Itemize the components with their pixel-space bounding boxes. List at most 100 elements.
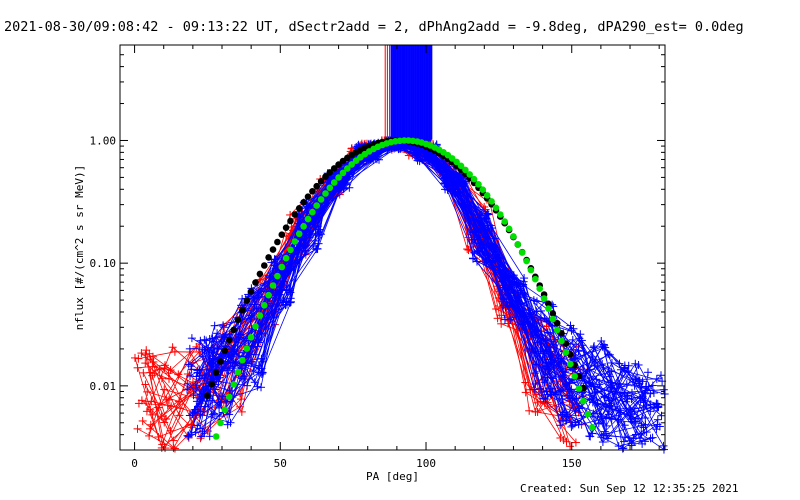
fit-point (309, 188, 316, 195)
axes-layer: 0 50 100 150 0.01 0.10 1.00 (90, 44, 665, 470)
series-line (150, 140, 579, 393)
fit-point (488, 198, 495, 205)
fit-point (545, 305, 552, 313)
fit-point (309, 208, 316, 216)
fit-point (269, 282, 277, 289)
fit-point (335, 174, 342, 181)
fit-point (256, 270, 264, 278)
fit-point (230, 381, 237, 388)
fit-point (523, 257, 530, 265)
fit-point (274, 272, 281, 280)
fit-point (479, 186, 487, 193)
fit-point (344, 165, 351, 172)
fit-point (588, 424, 596, 431)
fit-point (330, 165, 338, 172)
fit-point (300, 223, 307, 230)
fit-point (230, 326, 237, 334)
fit-point (221, 406, 229, 414)
fit-point (265, 291, 272, 299)
fit-point (317, 178, 325, 185)
fit-point (234, 316, 242, 324)
fit-point (291, 211, 299, 218)
series-blue (183, 136, 669, 454)
x-tick-label: 150 (562, 457, 582, 470)
fit-point (300, 199, 307, 206)
fit-point (243, 297, 251, 305)
fit-point (470, 175, 478, 183)
fit-point (505, 225, 513, 233)
fit-point (549, 315, 557, 323)
fit-point (466, 171, 474, 178)
fit-point (221, 347, 229, 355)
fit-point (287, 217, 294, 225)
fit-point (291, 238, 299, 245)
fit-point (226, 336, 233, 344)
fit-point (313, 202, 321, 209)
x-tick-label: 50 (274, 457, 287, 470)
fit-point (584, 410, 592, 418)
created-timestamp: Created: Sun Sep 12 12:35:25 2021 (520, 482, 739, 495)
fit-point (475, 181, 482, 188)
fit-point (527, 266, 535, 274)
fit-point (462, 166, 469, 174)
y-tick-label: 1.00 (90, 134, 117, 147)
fit-point (567, 360, 574, 368)
fit-point (265, 254, 272, 261)
fit-point (282, 254, 290, 262)
y-tick-label: 0.10 (90, 257, 117, 270)
fit-point (330, 179, 338, 186)
fit-point (304, 215, 312, 223)
fit-point (304, 193, 312, 200)
fit-point (287, 246, 294, 254)
x-tick-label: 0 (131, 457, 138, 470)
chart-title: 2021-08-30/09:08:42 - 09:13:22 UT, dSect… (4, 19, 744, 35)
fit-point (295, 205, 303, 212)
fit-point (204, 392, 211, 400)
fit-point (252, 279, 259, 286)
fit-point (514, 241, 522, 248)
fit-point (239, 306, 246, 314)
fit-point (536, 285, 543, 293)
fit-point (553, 319, 561, 327)
fit-point (247, 288, 255, 295)
spike-group (390, 45, 433, 143)
fit-point (261, 262, 268, 269)
fit-point (322, 173, 329, 180)
fit-point (501, 218, 509, 225)
fit-point (540, 295, 548, 302)
fit-point (247, 334, 255, 341)
fit-point (256, 312, 264, 319)
fit-point (558, 337, 565, 345)
plot-frame (119, 44, 666, 451)
fit-point (269, 246, 277, 253)
fit-point (532, 275, 539, 283)
fit-point (562, 349, 570, 356)
fit-point (326, 169, 334, 176)
fit-point (326, 184, 334, 192)
fit-point (322, 190, 329, 197)
fit-point (217, 358, 224, 365)
fit-point (217, 419, 224, 427)
fit-point (518, 249, 526, 256)
x-axis-label: PA [deg] (366, 470, 419, 483)
y-tick-label: 0.01 (90, 380, 117, 393)
fit-point (212, 433, 220, 440)
fit-point (492, 204, 500, 212)
fit-green (212, 137, 596, 440)
fit-point (575, 385, 583, 392)
fit-point (571, 372, 578, 380)
data-layer (130, 45, 669, 454)
fit-point (497, 211, 504, 218)
fit-point (295, 230, 303, 238)
x-tick-label: 100 (416, 457, 436, 470)
fit-point (278, 263, 286, 271)
fit-point (226, 393, 233, 401)
fit-point (208, 380, 216, 388)
fit-point (261, 302, 268, 309)
fit-point (510, 233, 517, 240)
fit-point (234, 368, 242, 376)
fit-point (483, 192, 491, 199)
y-axis-label: nflux [#/(cm^2 s sr MeV)] (73, 165, 86, 331)
fit-point (212, 369, 220, 377)
